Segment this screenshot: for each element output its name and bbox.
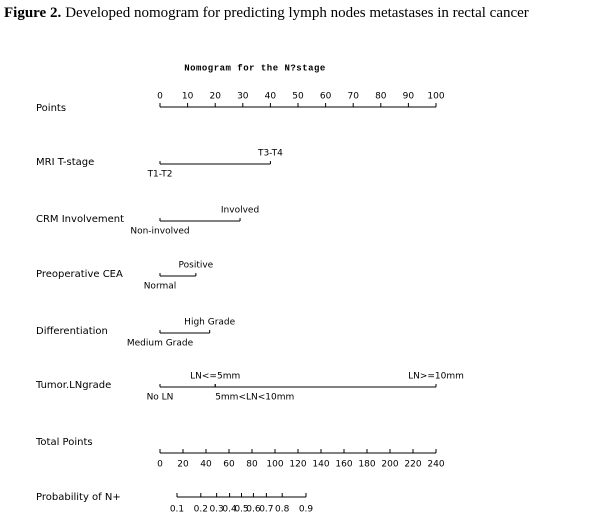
row-label: Total Points xyxy=(35,437,93,448)
tick-label: 60 xyxy=(320,92,332,102)
level-label: No LN xyxy=(147,393,174,403)
row-label: Differentiation xyxy=(36,326,108,337)
level-label: LN<=5mm xyxy=(190,372,240,382)
tick-label: 200 xyxy=(381,460,398,470)
tick-label: 40 xyxy=(200,460,212,470)
row-label: Tumor.LNgrade xyxy=(35,380,111,391)
level-label: High Grade xyxy=(184,318,235,328)
tick-label: 180 xyxy=(358,460,375,470)
tick-label: 0.8 xyxy=(275,505,290,515)
tick-label: 30 xyxy=(237,92,249,102)
tick-label: 0.1 xyxy=(170,505,184,515)
tick-label: 240 xyxy=(427,460,444,470)
tick-label: 0.5 xyxy=(234,505,248,515)
tick-label: 90 xyxy=(403,92,415,102)
tick-label: 0.3 xyxy=(209,505,223,515)
tick-label: 120 xyxy=(289,460,306,470)
level-label: T1-T2 xyxy=(147,170,173,180)
tick-label: 160 xyxy=(335,460,352,470)
level-label: 5mm<LN<10mm xyxy=(215,393,294,403)
chart-title: Nomogram for the N?stage xyxy=(184,63,326,73)
level-label: Positive xyxy=(179,261,214,271)
tick-label: 80 xyxy=(375,92,387,102)
tick-label: 220 xyxy=(404,460,421,470)
tick-label: 0 xyxy=(157,92,163,102)
tick-label: 40 xyxy=(265,92,277,102)
tick-label: 100 xyxy=(427,92,444,102)
tick-label: 0 xyxy=(157,460,163,470)
level-label: Medium Grade xyxy=(127,339,194,349)
row-label: CRM Involvement xyxy=(36,214,124,225)
tick-label: 100 xyxy=(266,460,283,470)
caption-label: Figure 2. xyxy=(4,5,61,21)
row-label: Probability of N+ xyxy=(36,492,121,503)
row-label: MRI T-stage xyxy=(36,157,94,168)
tick-label: 0.4 xyxy=(222,505,237,515)
level-label: Non-involved xyxy=(130,227,189,237)
tick-label: 0.9 xyxy=(299,505,314,515)
tick-label: 60 xyxy=(223,460,235,470)
level-label: T3-T4 xyxy=(257,149,283,159)
tick-label: 50 xyxy=(292,92,304,102)
tick-label: 10 xyxy=(182,92,194,102)
tick-label: 80 xyxy=(246,460,258,470)
level-label: LN>=10mm xyxy=(408,372,464,382)
tick-label: 0.2 xyxy=(194,505,208,515)
tick-label: 0.6 xyxy=(246,505,261,515)
level-label: Involved xyxy=(221,206,259,216)
tick-label: 0.7 xyxy=(259,505,273,515)
caption-text: Developed nomogram for predicting lymph … xyxy=(65,5,529,21)
figure-caption: Figure 2. Developed nomogram for predicti… xyxy=(4,5,529,21)
tick-label: 140 xyxy=(312,460,329,470)
row-label: Preoperative CEA xyxy=(36,269,123,280)
row-label: Points xyxy=(36,103,66,114)
tick-label: 20 xyxy=(177,460,189,470)
level-label: Normal xyxy=(144,282,177,292)
tick-label: 20 xyxy=(209,92,221,102)
tick-label: 70 xyxy=(347,92,359,102)
